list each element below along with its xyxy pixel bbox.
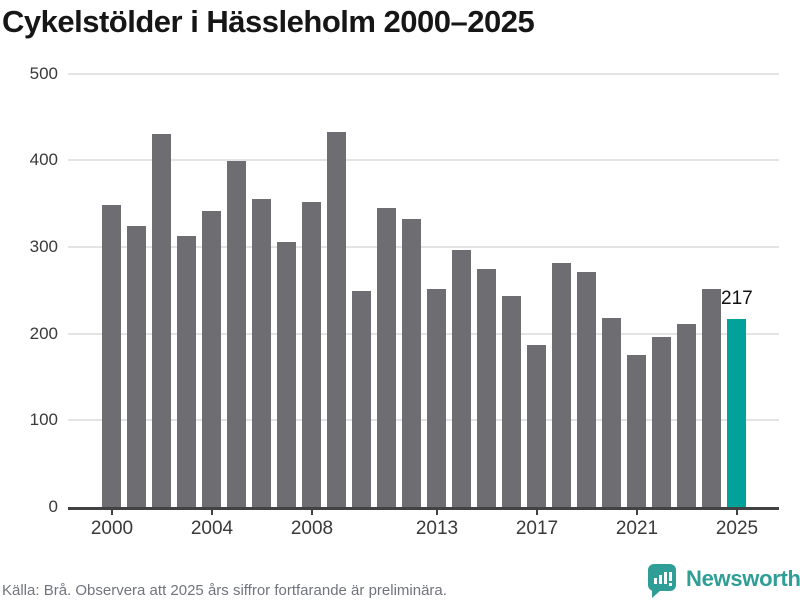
bar-2017: [527, 345, 546, 507]
bar-2021: [627, 355, 646, 507]
y-axis-label-300: 300: [29, 237, 58, 256]
bar-2023: [677, 324, 696, 507]
chart-title: Cykelstölder i Hässleholm 2000–2025: [2, 4, 535, 39]
bar-2008: [302, 202, 321, 507]
bar-2003: [177, 236, 196, 507]
gridline-300: [68, 246, 779, 248]
gridline-400: [68, 159, 779, 161]
bar-2001: [127, 226, 146, 507]
newsworthy-wordmark: Newsworthy: [686, 566, 800, 591]
x-axis-label-2000: 2000: [90, 518, 134, 539]
bar-2020: [602, 318, 621, 507]
bar-2002: [152, 134, 171, 507]
bar-2013: [427, 289, 446, 507]
bar-2004: [202, 211, 221, 507]
source-note: Källa: Brå. Observera att 2025 års siffr…: [2, 582, 447, 599]
y-axis-label-200: 200: [29, 324, 58, 343]
x-axis-label-2004: 2004: [190, 518, 234, 539]
y-axis-label-100: 100: [29, 410, 58, 429]
bar-2007: [277, 242, 296, 507]
x-axis-label-2008: 2008: [290, 518, 334, 539]
gridline-100: [68, 419, 779, 421]
x-tick-2000: [111, 510, 113, 515]
bar-2019: [577, 272, 596, 507]
bar-2024: [702, 289, 721, 507]
x-tick-2008: [311, 510, 313, 515]
bar-2006: [252, 199, 271, 507]
highlight-value-label: 217: [721, 288, 753, 309]
bar-2025: [727, 319, 746, 507]
bar-2016: [502, 296, 521, 507]
bar-2011: [377, 208, 396, 507]
gridline-200: [68, 333, 779, 335]
speech-bubble-tail: [652, 590, 661, 598]
x-axis-label-2017: 2017: [515, 518, 559, 539]
bar-2015: [477, 269, 496, 507]
bar-2010: [352, 291, 371, 507]
newsworthy-logo: Newsworthy: [648, 563, 800, 598]
bar-2018: [552, 263, 571, 507]
y-axis-label-500: 500: [29, 64, 58, 83]
bar-2000: [102, 205, 121, 507]
bar-2012: [402, 219, 421, 507]
bar-2009: [327, 132, 346, 507]
x-tick-2017: [536, 510, 538, 515]
bar-2005: [227, 161, 246, 507]
y-axis-label-400: 400: [29, 150, 58, 169]
x-tick-2021: [636, 510, 638, 515]
x-axis-label-2013: 2013: [415, 518, 459, 539]
gridline-500: [68, 73, 779, 75]
bar-chart-speech-bubble-icon: [648, 564, 676, 598]
x-tick-2025: [736, 510, 738, 515]
x-tick-2004: [211, 510, 213, 515]
y-axis-label-0: 0: [48, 497, 58, 516]
x-axis-label-2025: 2025: [715, 518, 759, 539]
x-axis-label-2021: 2021: [615, 518, 659, 539]
bar-2022: [652, 337, 671, 507]
x-tick-2013: [436, 510, 438, 515]
bar-2014: [452, 250, 471, 507]
x-axis-line: [68, 507, 779, 510]
